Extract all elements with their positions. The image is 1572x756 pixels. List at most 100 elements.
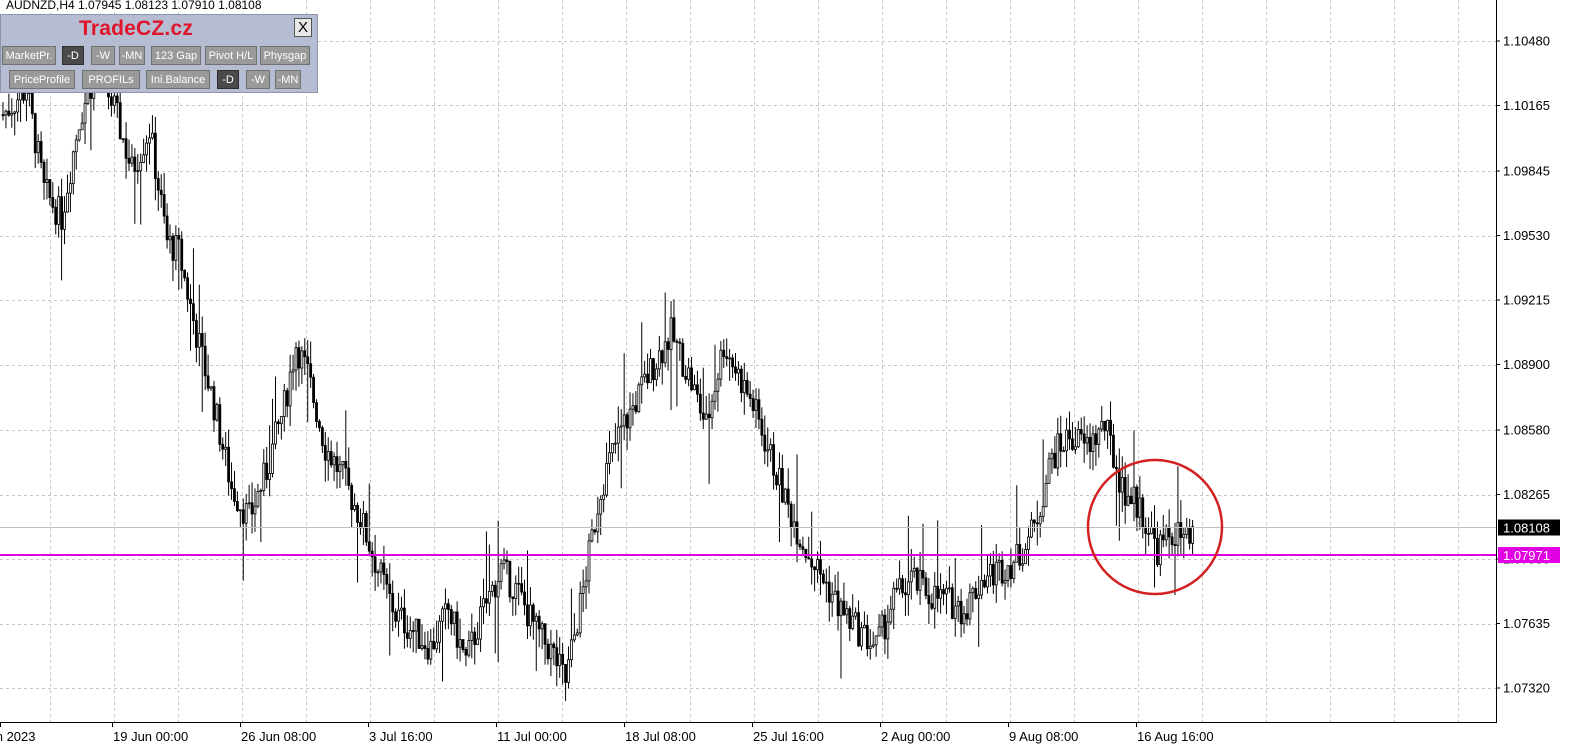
candle-bear — [1035, 522, 1039, 525]
candle-bear — [690, 367, 693, 391]
price-axis[interactable]: 1.10480 1.10165 1.09845 1.09530 1.09215 1.089… — [1496, 34, 1550, 696]
candle-bull — [174, 235, 178, 261]
candle-bear — [552, 643, 556, 649]
candle-bull — [619, 425, 623, 428]
candle-bull — [540, 623, 544, 630]
candle-bull — [408, 630, 412, 639]
candle-bull — [397, 609, 400, 622]
candle-bull — [83, 102, 87, 124]
candle-bear — [660, 350, 664, 364]
inibalance-w-button[interactable]: -W — [246, 70, 270, 89]
candle-bear — [634, 405, 638, 412]
candle-bear — [315, 402, 318, 422]
candle-bear — [842, 600, 846, 616]
candle-bear — [942, 589, 945, 595]
time-axis[interactable]: Jun 2023 19 Jun 00:00 26 Jun 08:00 3 Jul 16… — [0, 722, 1214, 744]
candle-bear — [156, 178, 160, 191]
candle-bear — [373, 556, 377, 573]
candle-bear — [110, 96, 113, 106]
physgap-button[interactable]: Physgap — [260, 46, 310, 65]
candle-bear — [734, 366, 737, 374]
candle-bull — [45, 179, 49, 183]
candle-bear — [1147, 532, 1151, 535]
candle-bear — [904, 592, 907, 596]
candle-bull — [737, 368, 740, 374]
candle-bull — [742, 380, 746, 394]
candle-bull — [1073, 446, 1077, 450]
inibalance-mn-button[interactable]: -MN — [275, 70, 301, 89]
candle-bear — [901, 578, 904, 594]
candle-bull — [444, 603, 447, 610]
candle-bull — [1015, 544, 1019, 563]
marketpr-d-button[interactable]: -D — [62, 46, 84, 65]
profils-button[interactable]: PROFILs — [82, 70, 140, 89]
candle-bull — [871, 644, 875, 647]
candle-bear — [1, 114, 5, 117]
candle-bear — [707, 413, 711, 419]
candle-bull — [215, 404, 219, 421]
marketpr-button[interactable]: MarketPr. — [2, 46, 56, 65]
candle-bear — [895, 587, 899, 590]
candle-bear — [218, 404, 222, 445]
marketpr-mn-button[interactable]: -MN — [119, 46, 145, 65]
gap123-button[interactable]: 123 Gap — [151, 46, 201, 65]
candle-bear — [388, 583, 392, 594]
candle-bull — [112, 95, 116, 106]
y-tick-label: 1.07635 — [1503, 616, 1550, 631]
candle-bear — [485, 598, 488, 604]
candle-bull — [549, 643, 553, 660]
priceprofile-button[interactable]: PriceProfile — [9, 70, 75, 89]
candle-bull — [66, 192, 69, 213]
candle-bull — [766, 449, 770, 452]
candle-bear — [974, 587, 978, 599]
candle-bear — [1141, 497, 1145, 528]
candle-bear — [405, 632, 409, 639]
candle-bear — [1082, 433, 1086, 444]
candle-bull — [816, 559, 819, 571]
candle-bull — [783, 488, 787, 503]
candle-bear — [153, 132, 157, 179]
candle-bear — [822, 573, 825, 584]
candle-bull — [534, 615, 538, 622]
brand-logo-text: TradeCZ.cz — [79, 17, 194, 40]
candle-bear — [936, 585, 940, 599]
candle-bear — [1135, 486, 1139, 518]
candle-bear — [411, 630, 415, 632]
candle-bear — [763, 434, 767, 452]
candle-bear — [915, 567, 919, 591]
candle-bull — [529, 604, 532, 627]
candle-bear — [789, 503, 793, 528]
candle-bear — [162, 194, 166, 217]
candle-bull — [602, 494, 606, 500]
candle-bear — [180, 238, 184, 271]
marketpr-w-button[interactable]: -W — [91, 46, 115, 65]
candle-bull — [256, 491, 260, 507]
candle-bull — [376, 571, 380, 574]
candle-bull — [1065, 429, 1068, 452]
candle-bear — [42, 161, 46, 183]
candle-bear — [48, 179, 52, 198]
candle-bear — [221, 443, 225, 450]
candle-bull — [379, 562, 383, 573]
candle-bull — [361, 513, 365, 529]
candle-bull — [1012, 561, 1016, 579]
candle-bull — [136, 170, 140, 173]
candle-bear — [801, 546, 805, 550]
candle-bull — [13, 111, 17, 114]
candle-bear — [347, 467, 351, 486]
candle-bull — [663, 341, 667, 364]
candle-bear — [517, 582, 521, 585]
candle-bull — [754, 399, 758, 411]
pivot-hl-button[interactable]: Pivot H/L — [205, 46, 257, 65]
candle-bear — [807, 557, 811, 560]
panel-close-button[interactable]: X — [294, 18, 312, 37]
candle-bull — [259, 490, 263, 492]
candle-bull — [628, 408, 632, 429]
candle-bull — [244, 503, 248, 524]
candle-bull — [980, 579, 984, 596]
candle-bull — [1044, 483, 1048, 508]
x-tick-label: 19 Jun 00:00 — [113, 729, 188, 744]
inibalance-button[interactable]: Ini.Balance — [146, 70, 210, 89]
inibalance-d-button[interactable]: -D — [217, 70, 239, 89]
